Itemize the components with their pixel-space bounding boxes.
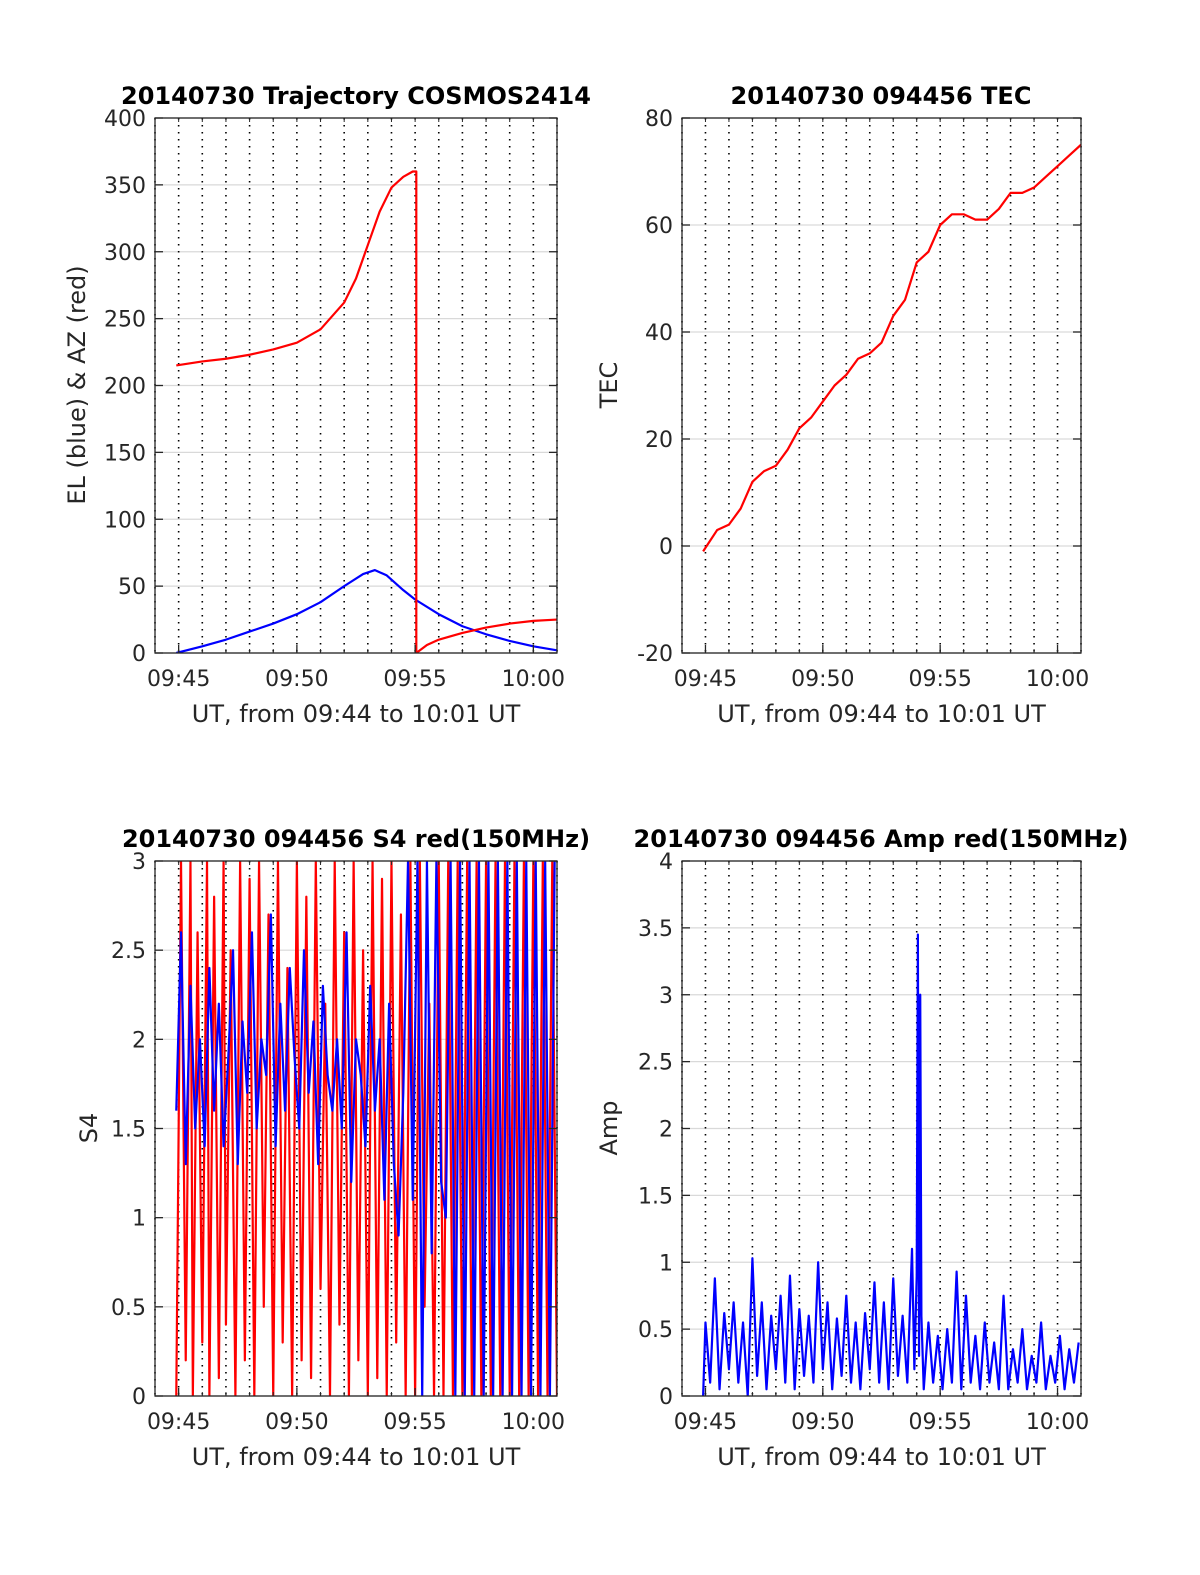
x-tick-label: 09:45 [674, 667, 737, 692]
chart-title: 20140730 094456 TEC [731, 82, 1032, 110]
y-tick-label: 3 [659, 984, 673, 1009]
y-tick-label: 80 [645, 107, 673, 132]
x-tick-label: 09:50 [265, 667, 328, 692]
x-tick-label: 09:50 [265, 1410, 328, 1435]
x-tick-label: 10:00 [502, 667, 565, 692]
y-tick-label: 1 [659, 1251, 673, 1276]
x-tick-label: 09:45 [147, 667, 210, 692]
x-tick-label: 09:50 [791, 667, 854, 692]
y-tick-label: 3 [132, 850, 146, 875]
x-axis-label: UT, from 09:44 to 10:01 UT [717, 1443, 1046, 1471]
y-tick-label: 0.5 [638, 1318, 673, 1343]
y-axis-label: TEC [595, 362, 623, 410]
series-line-1 [702, 933, 1080, 1396]
y-tick-label: 4 [659, 850, 673, 875]
y-tick-label: 0 [132, 1385, 146, 1410]
series-line-1 [176, 568, 557, 653]
y-tick-label: 400 [104, 107, 146, 132]
chart-title: 20140730 094456 S4 red(150MHz) [122, 825, 590, 853]
chart-panel-1: 09:45 09:50 09:55 10:00 0 50 100 150 200 250 300 35… [63, 82, 591, 728]
series-line-2 [175, 861, 556, 1396]
y-tick-label: 1.5 [638, 1184, 673, 1209]
y-tick-label: 300 [104, 241, 146, 266]
x-tick-label: 09:55 [908, 1410, 971, 1435]
axes-box [681, 117, 1082, 654]
y-tick-label: 2 [132, 1028, 146, 1053]
y-tick-label: -20 [637, 642, 673, 667]
y-tick-label: 60 [645, 214, 673, 239]
x-tick-label: 10:00 [1026, 1410, 1089, 1435]
y-tick-label: 1 [132, 1207, 146, 1232]
x-axis-label: UT, from 09:44 to 10:01 UT [717, 700, 1046, 728]
y-tick-label: 350 [104, 174, 146, 199]
series-line-1 [702, 143, 1081, 552]
y-tick-label: 3.5 [638, 917, 673, 942]
chart-title: 20140730 Trajectory COSMOS2414 [121, 82, 591, 110]
x-tick-label: 09:55 [908, 667, 971, 692]
y-tick-label: 2.5 [638, 1051, 673, 1076]
y-tick-label: 200 [104, 375, 146, 400]
x-axis-label: UT, from 09:44 to 10:01 UT [192, 1443, 521, 1471]
y-tick-label: 2.5 [111, 939, 146, 964]
x-tick-label: 09:45 [147, 1410, 210, 1435]
x-tick-label: 09:55 [383, 1410, 446, 1435]
chart-panel-2: 09:45 09:50 09:55 10:00 -20 0 20 40 60 80 20140730… [595, 82, 1089, 728]
x-axis-label: UT, from 09:44 to 10:01 UT [192, 700, 521, 728]
chart-panel-3: 09:45 09:50 09:55 10:00 0 0.5 1 1.5 2 2.5 32014073… [75, 825, 590, 1471]
y-tick-label: 0.5 [111, 1296, 146, 1321]
x-tick-label: 09:55 [383, 667, 446, 692]
y-tick-label: 250 [104, 308, 146, 333]
x-tick-label: 09:45 [674, 1410, 737, 1435]
chart-panel-4: 09:45 09:50 09:55 10:00 0 0.5 1 1.5 2 2.5 3 3.5 4201… [595, 825, 1128, 1471]
y-axis-label: Amp [595, 1100, 623, 1155]
y-tick-label: 0 [659, 1385, 673, 1410]
y-axis-label: S4 [75, 1113, 103, 1144]
y-tick-label: 2 [659, 1118, 673, 1143]
x-tick-label: 10:00 [1026, 667, 1089, 692]
y-tick-label: 50 [118, 575, 146, 600]
chart-title: 20140730 094456 Amp red(150MHz) [634, 825, 1129, 853]
y-tick-label: 100 [104, 508, 146, 533]
x-tick-label: 10:00 [502, 1410, 565, 1435]
y-tick-label: 20 [645, 428, 673, 453]
y-tick-label: 1.5 [111, 1118, 146, 1143]
y-tick-label: 40 [645, 321, 673, 346]
y-tick-label: 150 [104, 441, 146, 466]
y-tick-label: 0 [132, 642, 146, 667]
y-axis-label: EL (blue) & AZ (red) [63, 265, 91, 504]
x-tick-label: 09:50 [791, 1410, 854, 1435]
series-line-2 [176, 170, 557, 653]
y-tick-label: 0 [659, 535, 673, 560]
